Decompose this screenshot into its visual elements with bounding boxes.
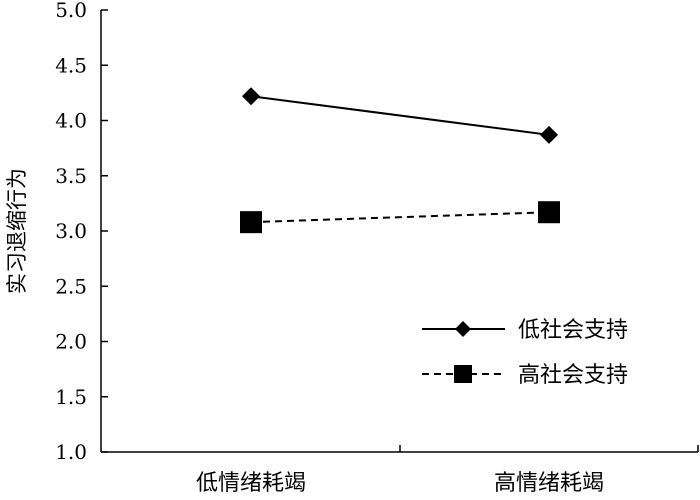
y-tick-label: 4.0	[55, 109, 87, 133]
y-tick-label: 2.0	[55, 330, 87, 354]
y-tick-label: 3.5	[55, 164, 87, 188]
series-2	[240, 201, 560, 234]
axes: 1.0 1.5 2.0 2.5 3.0 3.5 4.0 4.5 5.0 低情绪耗竭 高情绪耗竭	[55, 0, 699, 496]
series-line	[250, 95, 550, 136]
y-tick-label: 1.5	[55, 385, 87, 409]
data-point	[538, 201, 560, 224]
y-tick-label: 5.0	[55, 0, 87, 22]
x-ticks: 低情绪耗竭 高情绪耗竭	[196, 445, 699, 496]
y-ticks: 1.0 1.5 2.0 2.5 3.0 3.5 4.0 4.5 5.0	[55, 0, 108, 464]
legend-marker	[455, 321, 471, 337]
y-tick-label: 1.0	[55, 440, 87, 464]
y-tick-label: 3.0	[55, 219, 87, 243]
x-category-label: 高情绪耗竭	[494, 471, 604, 496]
legend-label: 高社会支持	[518, 363, 628, 388]
series-line	[250, 211, 550, 224]
data-point	[242, 87, 260, 106]
legend-label: 低社会支持	[518, 318, 628, 343]
y-tick-label: 4.5	[55, 53, 87, 77]
x-category-label: 低情绪耗竭	[196, 471, 306, 496]
y-axis-title: 实习退缩行为	[5, 168, 29, 294]
series-layer	[240, 87, 560, 234]
y-tick-label: 2.5	[55, 274, 87, 298]
legend-marker	[454, 365, 472, 383]
data-point	[240, 211, 262, 234]
series-1	[242, 87, 558, 144]
data-point	[540, 125, 558, 144]
